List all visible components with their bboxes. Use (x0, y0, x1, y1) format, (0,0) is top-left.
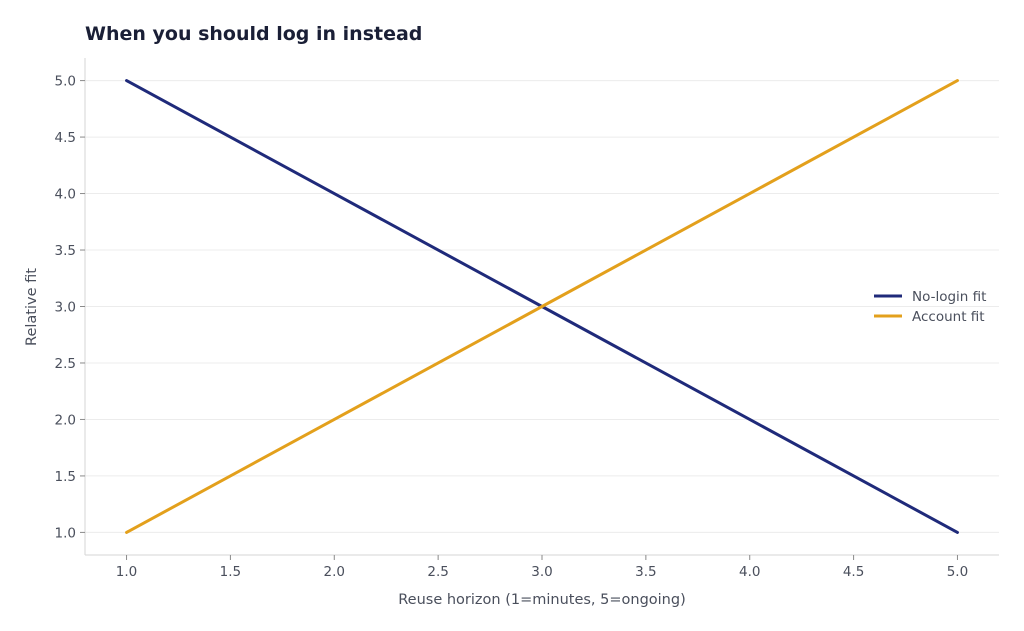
y-tick-label: 4.5 (55, 130, 76, 146)
series-lines (125, 79, 959, 534)
x-tick-label: 1.0 (116, 564, 137, 580)
legend-label: Account fit (912, 309, 985, 325)
x-tick-label: 2.0 (324, 564, 345, 580)
y-tick-label: 1.5 (55, 469, 76, 485)
x-tick-label: 4.5 (843, 564, 864, 580)
x-tick-label: 4.0 (739, 564, 760, 580)
y-tick-label: 5.0 (55, 74, 76, 90)
x-tick-label: 5.0 (947, 564, 968, 580)
x-axis-label: Reuse horizon (1=minutes, 5=ongoing) (398, 592, 686, 608)
y-axis-label: Relative fit (24, 268, 40, 346)
x-tick-label: 3.0 (531, 564, 552, 580)
y-tick-label: 3.5 (55, 243, 76, 259)
x-axis-ticks: 1.0 1.5 2.0 2.5 3.0 3.5 4.0 4.5 5.0 (116, 555, 968, 580)
y-axis-ticks: 1.0 1.5 2.0 2.5 3.0 3.5 4.0 4.5 5.0 (55, 74, 85, 541)
chart-title: When you should log in instead (85, 23, 422, 45)
series-line-2 (125, 79, 959, 534)
y-tick-label: 1.0 (55, 525, 76, 541)
y-tick-label: 2.0 (55, 412, 76, 428)
legend: No-login fit Account fit (874, 289, 986, 325)
x-tick-label: 1.5 (220, 564, 241, 580)
y-tick-label: 2.5 (55, 356, 76, 372)
y-tick-label: 4.0 (55, 187, 76, 203)
x-tick-label: 3.5 (635, 564, 656, 580)
legend-label: No-login fit (912, 289, 986, 305)
x-tick-label: 2.5 (427, 564, 448, 580)
y-tick-label: 3.0 (55, 300, 76, 316)
